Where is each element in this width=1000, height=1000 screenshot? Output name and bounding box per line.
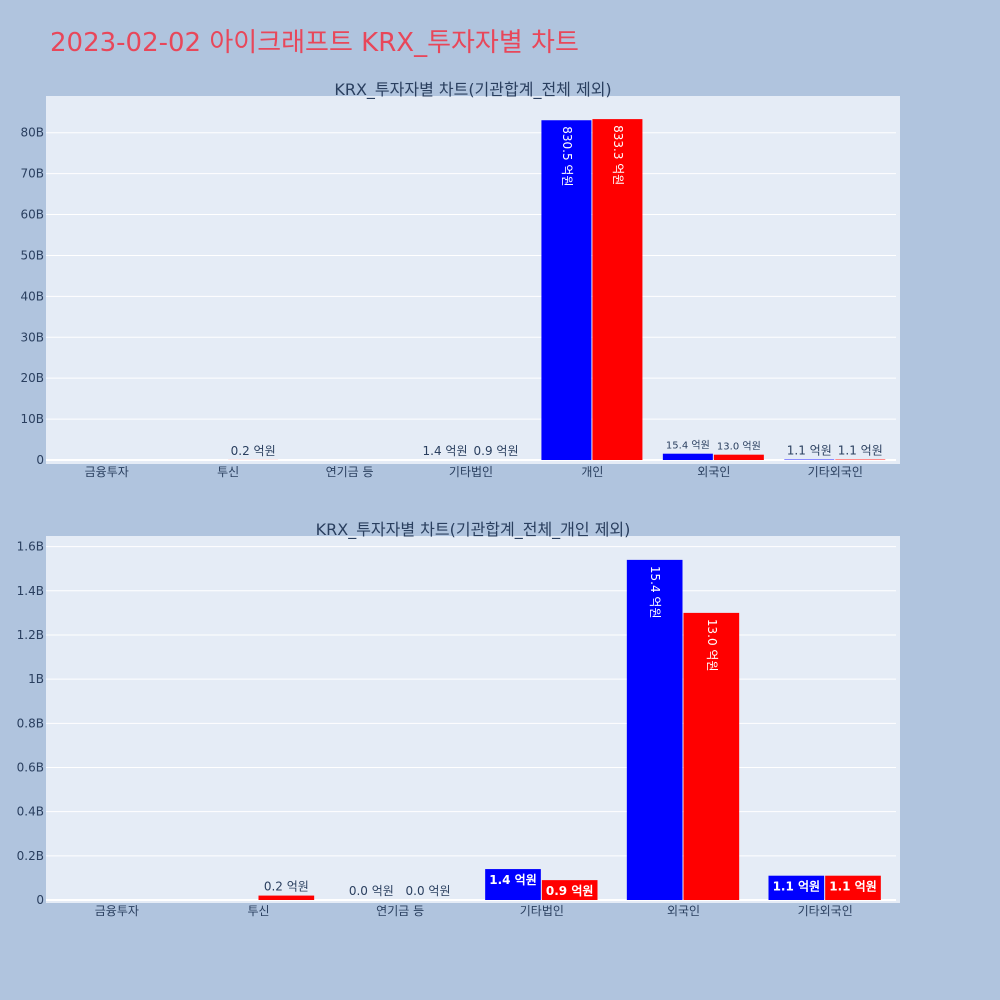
bar-buy [662,453,713,460]
x-tick-label: 기타외국인 [808,465,863,479]
chart-title: KRX_투자자별 차트(기관합계_전체_개인 제외) [316,520,631,540]
bar-sell [825,875,881,900]
data-label: 0.0 억원 [406,884,451,898]
y-tick-label: 0 [36,453,44,467]
y-tick-label: 10B [20,412,44,426]
page-title: 2023-02-02 아이크래프트 KRX_투자자별 차트 [50,28,579,58]
data-label: 1.1 억원 [829,880,877,894]
y-tick-label: 40B [20,289,44,303]
y-tick-label: 0.2B [17,849,44,863]
bar-sell [258,895,315,900]
data-label: 830.5 억원 [560,126,574,186]
data-label: 0.2 억원 [231,444,276,458]
x-tick-label: 기타법인 [520,904,564,918]
y-tick-label: 30B [20,330,44,344]
data-label: 13.0 억원 [705,619,719,672]
y-tick-label: 70B [20,167,44,181]
data-label: 15.4 억원 [666,440,710,452]
x-tick-label: 연기금 등 [326,465,374,479]
bar-sell [683,612,740,900]
x-tick-label: 기타법인 [449,465,493,479]
y-tick-label: 0.8B [17,716,44,730]
bar-buy [768,875,825,900]
y-tick-label: 50B [20,248,44,262]
y-tick-label: 60B [20,208,44,222]
y-tick-label: 80B [20,126,44,140]
y-tick-label: 1B [28,672,44,686]
y-tick-label: 1.2B [17,628,44,642]
data-label: 1.1 억원 [773,880,821,894]
y-tick-label: 0.6B [17,760,44,774]
x-tick-label: 투신 [247,904,269,918]
bar-buy [541,120,592,460]
y-tick-label: 0.4B [17,805,44,819]
data-label: 13.0 억원 [717,441,761,453]
x-tick-label: 기타외국인 [798,904,853,918]
data-label: 1.4 억원 [489,873,537,887]
y-tick-label: 20B [20,371,44,385]
data-label: 1.4 억원 [423,444,468,458]
x-tick-label: 연기금 등 [376,904,424,918]
x-tick-label: 투신 [217,465,239,479]
bar-buy [626,559,683,900]
chart-title: KRX_투자자별 차트(기관합계_전체 제외) [334,80,611,100]
data-label: 15.4 억원 [648,566,662,619]
y-tick-label: 1.6B [17,540,44,554]
x-tick-label: 금융투자 [85,465,129,479]
y-tick-label: 0 [36,893,44,907]
data-label: 1.1 억원 [838,444,883,458]
bar-sell [541,880,598,900]
plot-area [46,536,900,903]
bar-sell [713,454,764,460]
x-tick-label: 금융투자 [95,904,139,918]
bar-sell [592,119,643,460]
data-label: 833.3 억원 [611,125,625,185]
data-label: 1.1 억원 [787,444,832,458]
x-tick-label: 외국인 [667,904,700,918]
bar-buy [485,869,541,900]
data-label: 0.9 억원 [474,444,519,458]
y-tick-label: 1.4B [17,584,44,598]
data-label: 0.9 억원 [546,884,594,898]
x-tick-label: 외국인 [697,465,730,479]
plot-area [46,96,900,464]
x-tick-label: 개인 [581,465,603,479]
data-label: 0.2 억원 [264,880,309,894]
data-label: 0.0 억원 [349,884,394,898]
